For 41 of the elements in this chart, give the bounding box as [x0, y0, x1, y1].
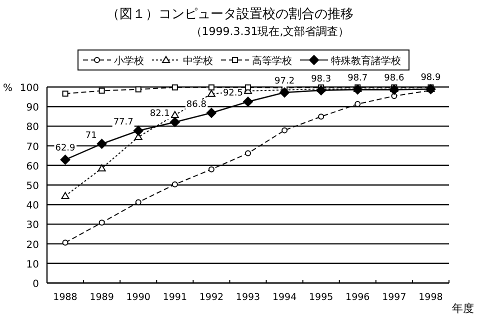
x-tick-label: 1992: [199, 292, 224, 303]
y-tick-label: 50: [26, 181, 39, 192]
chart-subtitle: （1999.3.31現在,文部省調査）: [190, 25, 350, 38]
y-tick-label: 0: [32, 279, 39, 290]
y-tick-label: 30: [26, 220, 39, 232]
data-label: 82.1: [150, 109, 170, 120]
chart-title: （図１）コンピュータ設置校の割合の推移: [106, 7, 354, 22]
legend-label: 高等学校: [252, 55, 292, 67]
legend-label: 中学校: [183, 55, 213, 67]
y-tick-label: 100: [20, 83, 39, 94]
data-label: 71: [85, 130, 97, 141]
x-tick-label: 1996: [346, 292, 370, 303]
x-tick-label: 1991: [162, 292, 188, 303]
data-label: 98.6: [384, 74, 404, 84]
data-label: 77.7: [113, 118, 134, 128]
data-label: 97.2: [274, 76, 295, 86]
y-tick-label: 60: [26, 161, 39, 172]
legend-label: 特殊教育諸学校: [331, 55, 401, 67]
y-tick-label: 90: [26, 102, 39, 114]
x-tick-label: 1988: [53, 292, 78, 303]
data-label: 98.7: [348, 74, 368, 84]
x-tick-label: 1994: [272, 292, 297, 303]
x-tick-label: 1997: [382, 292, 406, 303]
x-tick-label: 1990: [126, 292, 150, 303]
data-label: 92.5: [222, 88, 243, 99]
y-tick-label: 40: [26, 200, 39, 212]
data-label: 98.9: [420, 73, 442, 84]
data-label: 62.9: [55, 144, 76, 154]
y-tick-label: 20: [26, 240, 39, 251]
x-axis-title: 年度: [452, 302, 474, 315]
x-tick-label: 1995: [308, 292, 334, 303]
legend-label: 小学校: [114, 55, 144, 67]
data-label: 86.8: [186, 100, 207, 110]
y-tick-label: 80: [26, 122, 39, 134]
x-tick-label: 1998: [418, 292, 443, 303]
data-label: 98.3: [311, 74, 332, 84]
y-axis-title: %: [3, 83, 13, 94]
y-tick-label: 10: [26, 259, 39, 270]
x-tick-label: 1993: [236, 292, 260, 303]
x-tick-label: 1989: [90, 292, 114, 303]
y-tick-label: 70: [26, 142, 39, 153]
